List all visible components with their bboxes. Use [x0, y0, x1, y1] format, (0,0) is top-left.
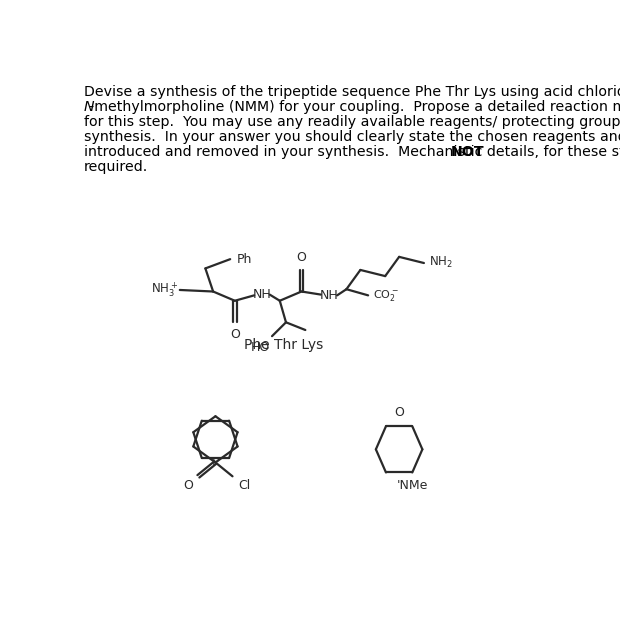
Text: synthesis.  In your answer you should clearly state the chosen reagents and how : synthesis. In your answer you should cle… [84, 130, 620, 144]
Text: $\mathregular{NH_3^+}$: $\mathregular{NH_3^+}$ [151, 281, 179, 299]
Text: Ph: Ph [236, 252, 252, 266]
Text: HO: HO [250, 341, 270, 354]
Text: NH: NH [252, 288, 272, 301]
Text: $\mathregular{NH_2}$: $\mathregular{NH_2}$ [428, 255, 453, 270]
Text: Phe Thr Lys: Phe Thr Lys [244, 339, 324, 353]
Text: 'NMe: 'NMe [397, 479, 428, 493]
Text: introduced and removed in your synthesis.  Mechanistic details, for these steps : introduced and removed in your synthesis… [84, 145, 620, 159]
Text: NH: NH [320, 289, 339, 302]
Text: Cl: Cl [238, 479, 250, 491]
Text: -methylmorpholine (NMM) for your coupling.  Propose a detailed reaction mechanis: -methylmorpholine (NMM) for your couplin… [89, 100, 620, 114]
Text: P: P [211, 456, 219, 469]
Text: $\mathregular{CO_2^-}$: $\mathregular{CO_2^-}$ [373, 288, 399, 303]
Text: O: O [230, 328, 240, 341]
Text: NOT: NOT [451, 145, 485, 159]
Text: O: O [296, 250, 306, 264]
Text: required.: required. [84, 160, 148, 174]
Text: N: N [84, 100, 94, 114]
Text: O: O [394, 406, 404, 419]
Text: O: O [183, 479, 193, 491]
Text: for this step.  You may use any readily available reagents/ protecting groups fo: for this step. You may use any readily a… [84, 115, 620, 129]
Text: Devise a synthesis of the tripeptide sequence Phe Thr Lys using acid chloride be: Devise a synthesis of the tripeptide seq… [84, 85, 620, 99]
